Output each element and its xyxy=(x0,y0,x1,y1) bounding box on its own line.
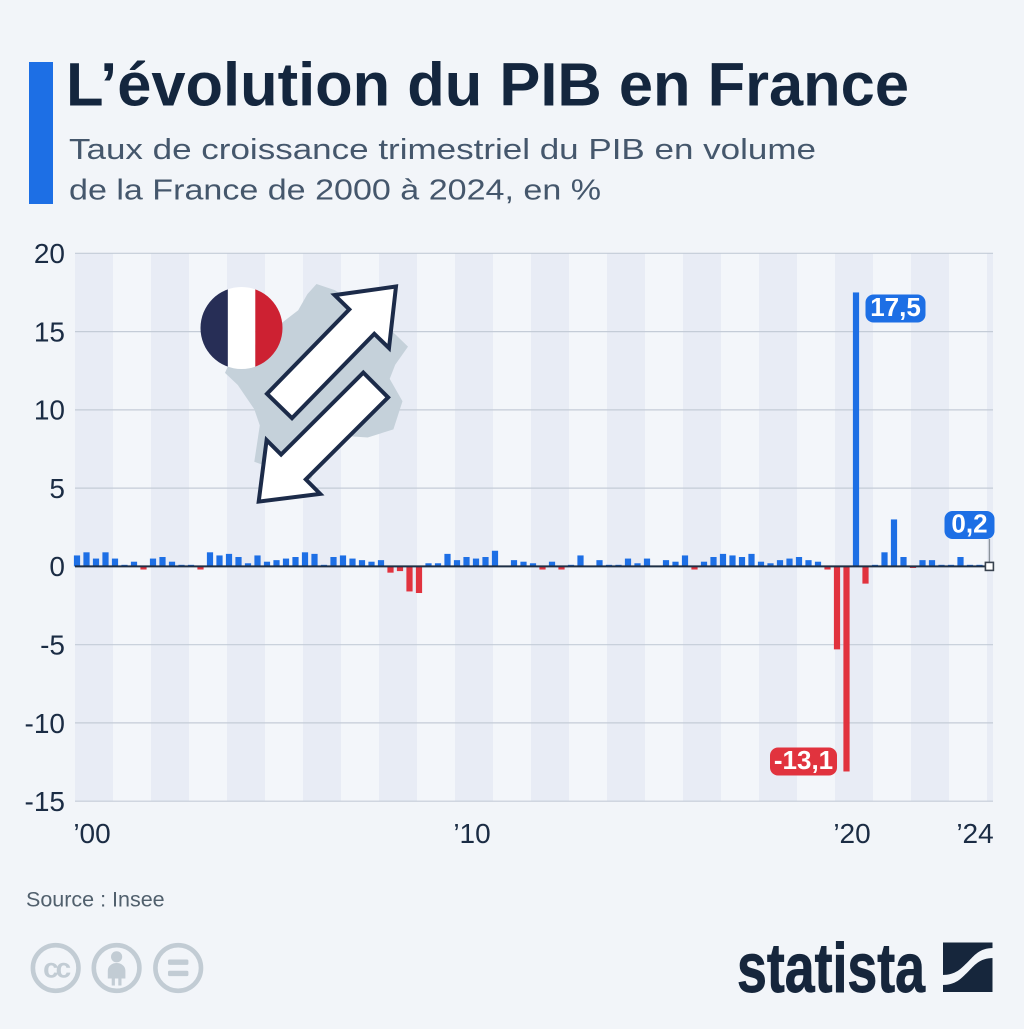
svg-text:’20: ’20 xyxy=(833,818,870,849)
svg-text:de la France de 2000 à 2024, e: de la France de 2000 à 2024, en % xyxy=(69,175,601,207)
svg-text:15: 15 xyxy=(34,316,65,347)
svg-text:L’évolution du PIB en France: L’évolution du PIB en France xyxy=(66,51,909,119)
svg-text:-15: -15 xyxy=(25,786,65,817)
svg-text:-5: -5 xyxy=(40,629,65,660)
svg-text:statista: statista xyxy=(737,929,926,1007)
svg-text:0,2: 0,2 xyxy=(951,509,987,539)
svg-text:cc: cc xyxy=(43,953,71,984)
svg-text:Taux de croissance trimestriel: Taux de croissance trimestriel du PIB en… xyxy=(69,134,816,166)
svg-text:’00: ’00 xyxy=(73,818,110,849)
svg-text:10: 10 xyxy=(34,395,65,426)
svg-text:5: 5 xyxy=(49,473,65,504)
svg-text:17,5: 17,5 xyxy=(870,292,921,322)
svg-text:-13,1: -13,1 xyxy=(774,745,833,775)
svg-text:20: 20 xyxy=(34,238,65,269)
svg-text:’10: ’10 xyxy=(453,818,490,849)
svg-text:Source : Insee: Source : Insee xyxy=(26,888,165,912)
svg-text:0: 0 xyxy=(49,551,65,582)
svg-text:-10: -10 xyxy=(25,708,65,739)
svg-text:’24: ’24 xyxy=(956,818,993,849)
